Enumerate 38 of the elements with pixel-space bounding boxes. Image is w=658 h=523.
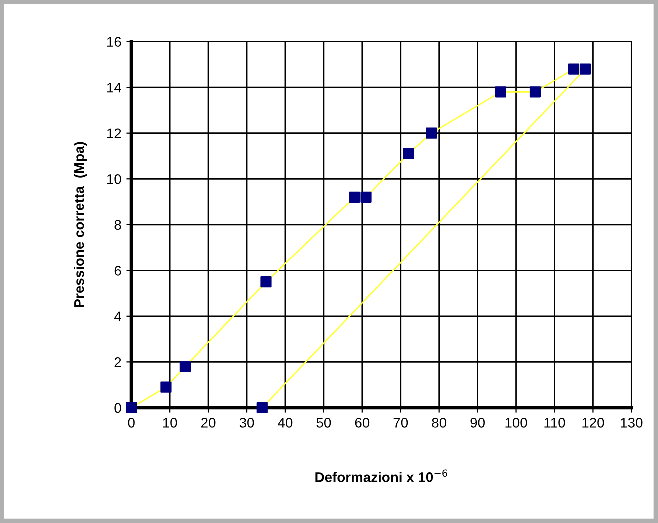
x-tick-label: 60	[355, 418, 370, 428]
point	[126, 402, 138, 414]
x-tick-label: 0	[128, 418, 135, 428]
point	[256, 402, 268, 414]
y-tick-label: 16	[107, 37, 122, 48]
x-tick-label: 40	[278, 418, 293, 428]
x-tick-label: 100	[506, 418, 528, 428]
point	[349, 192, 360, 203]
y-tick-label: 12	[107, 128, 122, 138]
y-tick-label: 10	[107, 174, 122, 184]
point	[160, 382, 172, 393]
x-tick-label: 90	[470, 418, 485, 428]
x-tick-label: 130	[621, 418, 643, 428]
point	[360, 192, 372, 203]
point	[403, 148, 414, 160]
point	[568, 64, 580, 75]
y-tick-label: 6	[114, 266, 122, 276]
y-tick-label: 0	[114, 403, 122, 414]
x-tick-label: 120	[582, 418, 604, 428]
y-axis-title: Pressione corretta (Mpa)	[74, 142, 87, 308]
x-tick-label: 70	[394, 418, 408, 428]
y-tick-label: 2	[114, 358, 122, 368]
point	[260, 276, 272, 288]
x-tick-label: 20	[202, 418, 216, 428]
y-tick-label: 14	[107, 83, 122, 93]
x-tick-label: 110	[544, 418, 566, 428]
point	[530, 86, 542, 98]
x-tick-label: 10	[163, 418, 178, 428]
x-tick-label: 80	[432, 418, 447, 428]
x-tick-label: 30	[240, 418, 254, 428]
point	[426, 128, 438, 139]
y-tick-label: 4	[114, 312, 122, 322]
x-tick-label: 50	[316, 418, 332, 428]
point	[580, 64, 592, 75]
y-tick-label: 8	[114, 220, 122, 230]
point	[180, 361, 192, 372]
x-axis-title: Deformazioni x 10$^{−6}$	[316, 470, 448, 482]
point	[495, 86, 506, 98]
